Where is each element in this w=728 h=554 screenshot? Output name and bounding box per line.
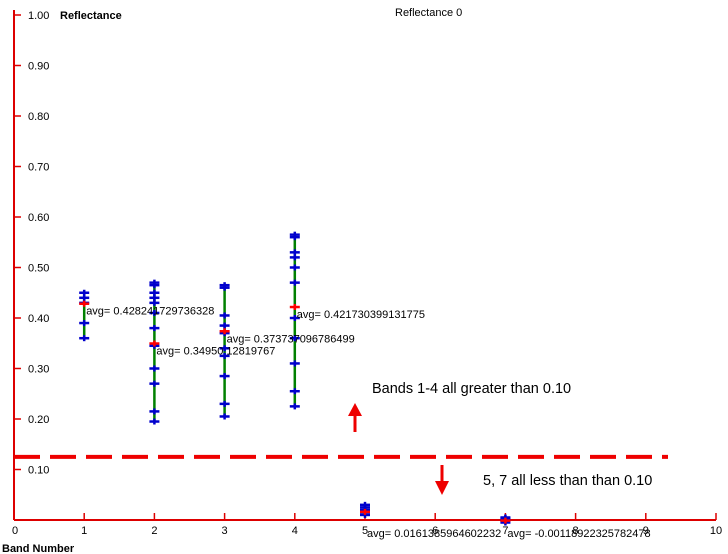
down-arrow [435, 465, 449, 495]
y-tick-label: 0.70 [28, 162, 49, 174]
y-tick-label: 0.30 [28, 364, 49, 376]
annotation-below-threshold: 5, 7 all less than than 0.10 [483, 473, 652, 489]
band-4 [289, 231, 300, 410]
up-arrow-head [348, 403, 362, 416]
y-tick-label: 1.00 [28, 10, 49, 22]
x-tick-label: 6 [432, 525, 438, 537]
band-5 [360, 501, 370, 518]
axes [13, 10, 716, 521]
x-tick-label: 2 [151, 525, 157, 537]
band-1 [79, 289, 90, 342]
x-tick-label: 3 [222, 525, 228, 537]
x-tick-label: 0 [12, 525, 18, 537]
band-series [79, 231, 511, 526]
y-tick-label: 0.10 [28, 465, 49, 477]
x-tick-label: 4 [292, 525, 298, 537]
band-3 [219, 282, 230, 420]
y-tick-label: 0.90 [28, 61, 49, 73]
down-arrow-head [435, 481, 449, 495]
y-tick-label: 0.60 [28, 212, 49, 224]
y-tick-label: 0.80 [28, 111, 49, 123]
x-axis-label: Band Number [2, 543, 75, 554]
y-tick-label: 0.50 [28, 263, 49, 275]
x-tick-label: 9 [643, 525, 649, 537]
x-tick-label: 1 [81, 525, 87, 537]
avg-label-band-3: avg= 0.373737096786499 [227, 333, 355, 345]
band-7 [500, 514, 511, 526]
avg-label-band-1: avg= 0.428241729736328 [86, 306, 214, 318]
y-tick-label: 0.20 [28, 414, 49, 426]
avg-label-band-4: avg= 0.421730399131775 [297, 309, 425, 321]
tick-marks [13, 14, 717, 520]
y-tick-label: 0.40 [28, 313, 49, 325]
annotation-above-threshold: Bands 1-4 all greater than 0.10 [372, 381, 571, 397]
band-2 [149, 279, 160, 425]
annotation-arrows [348, 403, 449, 495]
x-tick-label: 8 [573, 525, 579, 537]
avg-label-band-7: avg= -0.00118922325782478 [507, 528, 650, 540]
y-axis-label: Reflectance [60, 10, 122, 22]
avg-label-band-5: avg= 0.0161385964602232 [367, 528, 501, 540]
avg-label-band-2: avg= 0.34950 12819767 [156, 346, 275, 358]
chart-title: Reflectance 0 [395, 7, 462, 19]
x-tick-label: 5 [362, 525, 368, 537]
x-tick-label: 7 [502, 525, 508, 537]
up-arrow [348, 403, 362, 432]
x-tick-label: 10 [710, 525, 722, 537]
